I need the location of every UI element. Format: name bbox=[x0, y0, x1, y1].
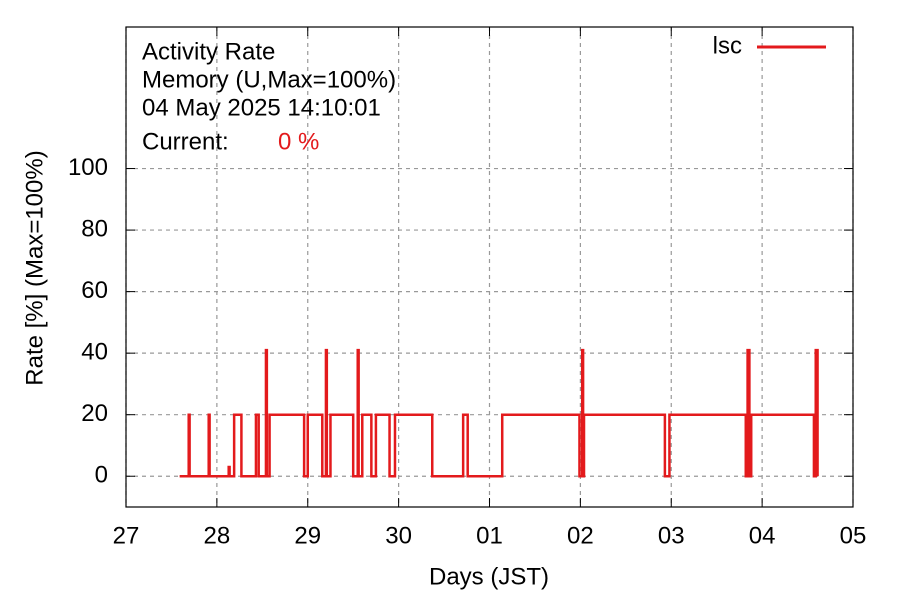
x-tick-label: 01 bbox=[476, 522, 503, 549]
x-axis-label: Days (JST) bbox=[429, 563, 549, 590]
chart-title: Activity Rate bbox=[142, 38, 275, 65]
x-tick-label: 02 bbox=[567, 522, 594, 549]
y-axis-label: Rate [%] (Max=100%) bbox=[21, 150, 48, 385]
chart-subtitle: Memory (U,Max=100%) bbox=[142, 66, 396, 93]
y-tick-label: 100 bbox=[68, 154, 108, 181]
y-tick-label: 40 bbox=[81, 338, 108, 365]
x-tick-label: 03 bbox=[658, 522, 685, 549]
series-line bbox=[179, 348, 819, 478]
current-label: Current: bbox=[142, 128, 229, 155]
y-tick-label: 20 bbox=[81, 400, 108, 427]
x-tick-label: 04 bbox=[749, 522, 776, 549]
y-tick-label: 0 bbox=[95, 462, 108, 489]
timestamp: 04 May 2025 14:10:01 bbox=[142, 94, 381, 121]
x-tick-label: 27 bbox=[113, 522, 140, 549]
x-tick-label: 30 bbox=[385, 522, 412, 549]
x-tick-label: 29 bbox=[294, 522, 321, 549]
legend-label: lsc bbox=[713, 32, 742, 59]
y-tick-label: 60 bbox=[81, 277, 108, 304]
x-tick-label: 05 bbox=[840, 522, 867, 549]
plot bbox=[179, 348, 819, 478]
current-value: 0 % bbox=[278, 128, 319, 155]
plot-border bbox=[125, 26, 854, 508]
y-tick-label: 80 bbox=[81, 215, 108, 242]
x-tick-label: 28 bbox=[204, 522, 231, 549]
